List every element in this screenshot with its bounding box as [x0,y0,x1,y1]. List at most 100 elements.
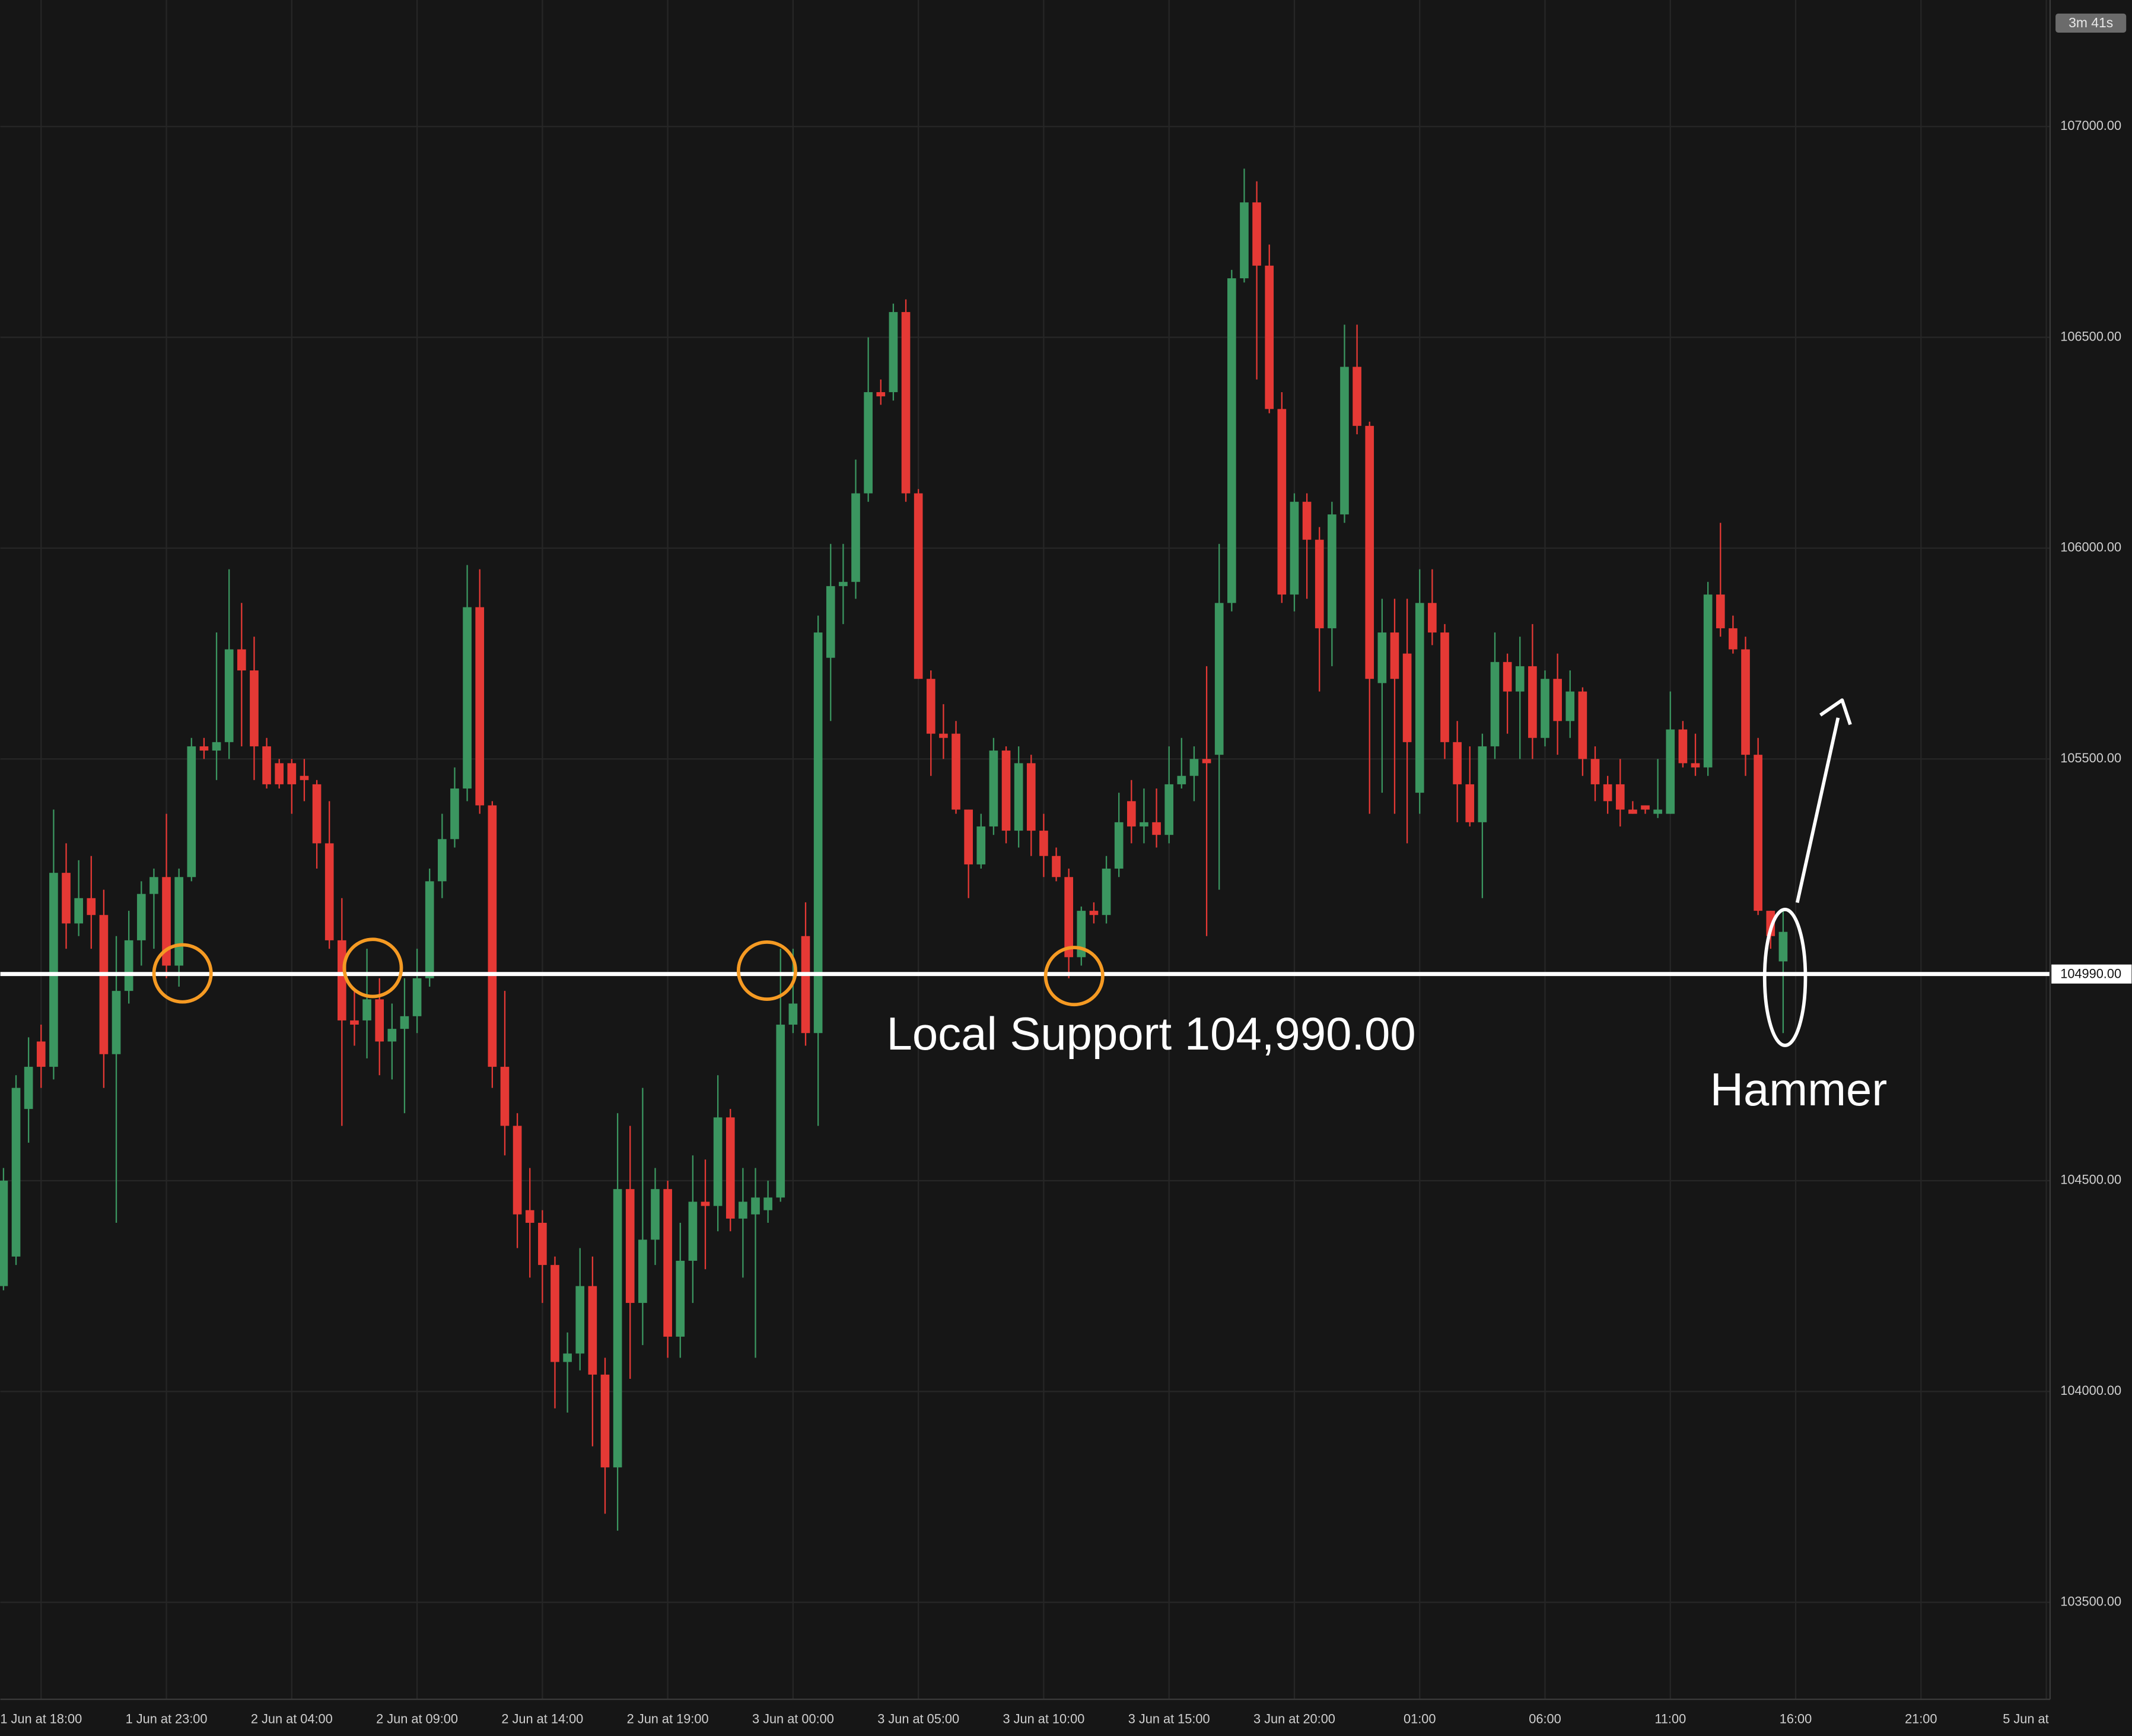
candle-body [1328,514,1337,628]
candle-body [1127,801,1136,826]
candle-body [300,775,309,780]
candle-body [1553,679,1562,721]
candle-body [1240,202,1249,279]
touch-marker [342,937,403,999]
candle-body [136,894,146,940]
candle-body [1315,539,1324,628]
x-tick-label: 01:00 [1404,1711,1436,1726]
candle-body [1214,603,1224,755]
candle-body [187,746,196,877]
candle-body [1189,759,1199,776]
candle-body [952,733,960,810]
touch-marker [152,943,213,1004]
candle-body [1014,763,1023,831]
candle-body [763,1197,772,1210]
candle-body [663,1189,672,1337]
y-tick-label: 105500.00 [2060,751,2121,765]
candle-body [438,839,447,882]
x-tick-label: 21:00 [1905,1711,1937,1726]
candle-body [99,915,109,1054]
candle-body [337,940,346,1020]
candle-body [1140,822,1148,826]
candle-body [1152,822,1161,835]
candle-body [538,1223,547,1266]
candle-body [324,843,334,940]
candle-body [563,1353,572,1362]
y-tick-label: 107000.00 [2060,118,2121,133]
candle-body [725,1117,735,1219]
candle-body [1453,742,1462,784]
candle-body [212,742,221,751]
candle-body [1641,805,1650,810]
candle-body [500,1067,510,1126]
candle-body [676,1261,685,1337]
candle-body [989,751,998,826]
touch-marker [736,940,797,1001]
x-tick-label: 11:00 [1654,1711,1686,1726]
candle-body [1628,809,1637,814]
x-tick-label: 2 Jun at 14:00 [501,1711,583,1726]
hammer-ellipse [1762,908,1808,1047]
candle-body [1478,746,1487,822]
candle-body [1678,729,1688,764]
support-price-label: 104990.00 [2060,966,2121,981]
candle-body [713,1117,723,1206]
candle-body [600,1374,610,1468]
candle-body [651,1189,660,1240]
candle-body [1277,409,1287,595]
candle-body [1039,831,1048,856]
candle-body [876,392,886,397]
candle-body [36,1041,46,1067]
arrow-shaft [1795,717,1840,904]
candle-body [1766,911,1775,936]
y-tick-label: 106000.00 [2060,540,2121,555]
candle-body [914,493,923,679]
candle-body [275,763,284,784]
candle-body [1415,603,1424,793]
candle-body [1741,649,1750,755]
candle-body [1365,425,1374,679]
candle-body [901,311,911,494]
candle-body [425,881,434,978]
candle-body [350,1020,359,1025]
x-tick-label: 3 Jun at 00:00 [752,1711,834,1726]
candle-body [250,670,259,746]
candle-body [312,784,322,844]
candle-body [112,991,121,1054]
x-tick-label: 1 Jun at 18:00 [0,1711,82,1726]
candle-body [1077,911,1086,958]
y-tick-label: 104500.00 [2060,1172,2121,1187]
candle-body [1052,856,1061,877]
candle-body [513,1125,522,1214]
candle-body [889,311,898,392]
candle-body [1428,603,1437,633]
candle-body [939,733,948,738]
candle-body [1227,278,1236,603]
x-tick-label: 3 Jun at 10:00 [1003,1711,1084,1726]
x-tick-label: 2 Jun at 09:00 [376,1711,458,1726]
candle-body [1703,594,1713,768]
candle-body [1302,501,1312,540]
candle-body [1064,877,1074,958]
candle-body [1716,594,1725,628]
candle-body [1565,691,1575,721]
candle-body [1390,632,1399,679]
x-tick-label: 2 Jun at 19:00 [627,1711,709,1726]
x-tick-label: 06:00 [1529,1711,1561,1726]
candle-body [1729,628,1738,650]
candle-body [475,607,485,806]
candle-body [588,1286,597,1375]
candle-body [1541,679,1549,738]
x-tick-label: 2 Jun at 04:00 [251,1711,333,1726]
candle-body [174,877,184,966]
y-tick-label: 106500.00 [2060,329,2121,344]
candle-body [813,632,823,1034]
candle-body [1202,759,1211,764]
candle-body [463,607,472,789]
candle-body [1440,632,1449,742]
candle-body [701,1201,710,1206]
candle-body [287,763,297,784]
